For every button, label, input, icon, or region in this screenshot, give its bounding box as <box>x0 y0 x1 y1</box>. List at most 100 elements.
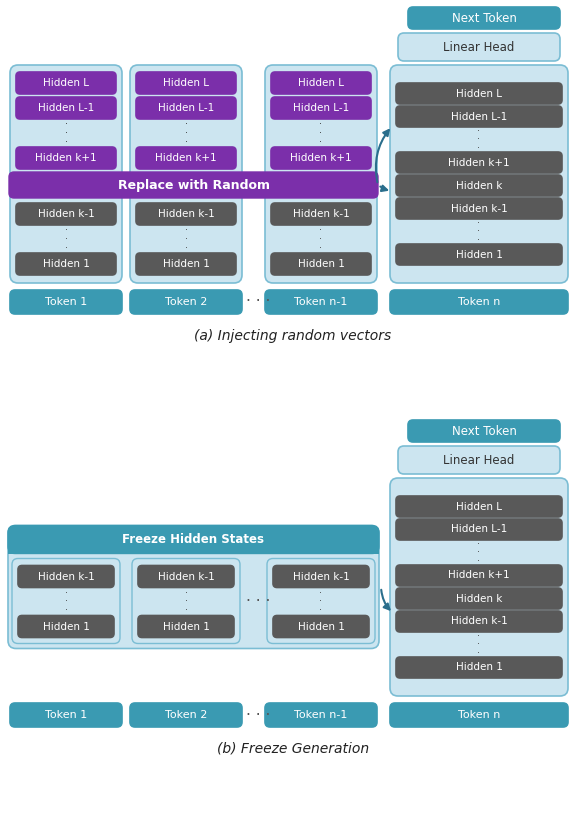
FancyBboxPatch shape <box>138 565 234 588</box>
Text: Hidden k-1: Hidden k-1 <box>38 572 94 582</box>
Text: Hidden k+1: Hidden k+1 <box>448 157 510 167</box>
Text: Hidden k-1: Hidden k-1 <box>451 204 507 213</box>
FancyBboxPatch shape <box>273 565 369 588</box>
Text: ·
·
·: · · · <box>478 218 481 246</box>
FancyBboxPatch shape <box>396 611 562 632</box>
Text: Token n: Token n <box>458 710 500 720</box>
Text: · · ·: · · · <box>246 708 270 723</box>
Text: Hidden k-1: Hidden k-1 <box>451 616 507 626</box>
Text: Hidden k-1: Hidden k-1 <box>158 209 214 219</box>
FancyBboxPatch shape <box>18 616 114 638</box>
Text: (a) Injecting random vectors: (a) Injecting random vectors <box>195 329 391 343</box>
FancyBboxPatch shape <box>396 519 562 540</box>
Text: ·
·
·: · · · <box>64 225 67 253</box>
Text: Hidden k: Hidden k <box>456 593 502 603</box>
FancyBboxPatch shape <box>396 152 562 173</box>
Text: ·
·
·: · · · <box>319 225 322 253</box>
Text: ·
·
·: · · · <box>185 588 188 616</box>
FancyBboxPatch shape <box>396 244 562 265</box>
Text: Hidden 1: Hidden 1 <box>298 259 345 269</box>
Text: ·
·
·: · · · <box>185 225 188 253</box>
Text: Hidden 1: Hidden 1 <box>162 259 209 269</box>
Text: ·
·
·: · · · <box>478 539 481 566</box>
FancyBboxPatch shape <box>271 147 371 169</box>
FancyBboxPatch shape <box>136 147 236 169</box>
FancyBboxPatch shape <box>390 65 568 283</box>
Text: Hidden k-1: Hidden k-1 <box>38 209 94 219</box>
FancyBboxPatch shape <box>16 72 116 94</box>
Text: Hidden L: Hidden L <box>43 78 89 88</box>
FancyBboxPatch shape <box>390 703 568 727</box>
Text: Hidden k-1: Hidden k-1 <box>292 209 349 219</box>
Text: Hidden L-1: Hidden L-1 <box>293 103 349 113</box>
Text: Next Token: Next Token <box>452 12 516 25</box>
FancyBboxPatch shape <box>10 703 122 727</box>
Text: ·
·
·: · · · <box>478 126 481 153</box>
Text: ·
·
·: · · · <box>478 630 481 658</box>
FancyBboxPatch shape <box>396 588 562 609</box>
FancyBboxPatch shape <box>16 147 116 169</box>
Text: Hidden L: Hidden L <box>298 78 344 88</box>
FancyBboxPatch shape <box>138 616 234 638</box>
FancyBboxPatch shape <box>271 203 371 225</box>
FancyBboxPatch shape <box>8 526 379 648</box>
FancyBboxPatch shape <box>408 420 560 442</box>
Text: Hidden k+1: Hidden k+1 <box>35 153 97 163</box>
FancyBboxPatch shape <box>265 703 377 727</box>
FancyBboxPatch shape <box>396 496 562 517</box>
Text: ·
·
·: · · · <box>319 119 322 147</box>
FancyBboxPatch shape <box>136 97 236 119</box>
Text: Hidden 1: Hidden 1 <box>298 621 345 631</box>
FancyBboxPatch shape <box>9 172 378 198</box>
Text: Freeze Hidden States: Freeze Hidden States <box>122 533 264 546</box>
Text: Hidden k+1: Hidden k+1 <box>448 570 510 580</box>
FancyBboxPatch shape <box>16 253 116 275</box>
FancyBboxPatch shape <box>10 290 122 314</box>
Text: Hidden L-1: Hidden L-1 <box>451 111 507 121</box>
FancyBboxPatch shape <box>396 198 562 219</box>
Text: ·
·
·: · · · <box>185 119 188 147</box>
Bar <box>8 540 379 554</box>
Text: Linear Head: Linear Head <box>444 40 515 54</box>
Text: Token 2: Token 2 <box>165 297 207 307</box>
FancyBboxPatch shape <box>398 33 560 61</box>
FancyBboxPatch shape <box>271 97 371 119</box>
Text: Hidden k: Hidden k <box>456 180 502 190</box>
Text: Hidden L-1: Hidden L-1 <box>38 103 94 113</box>
FancyBboxPatch shape <box>398 446 560 474</box>
FancyBboxPatch shape <box>408 7 560 29</box>
FancyBboxPatch shape <box>16 97 116 119</box>
Text: Hidden 1: Hidden 1 <box>455 250 502 260</box>
Text: Hidden 1: Hidden 1 <box>43 259 90 269</box>
FancyBboxPatch shape <box>396 83 562 104</box>
Text: Hidden L: Hidden L <box>456 88 502 99</box>
FancyBboxPatch shape <box>396 657 562 678</box>
Text: Token n: Token n <box>458 297 500 307</box>
Text: Hidden k+1: Hidden k+1 <box>155 153 217 163</box>
FancyBboxPatch shape <box>132 559 240 644</box>
FancyBboxPatch shape <box>396 175 562 196</box>
Text: Hidden k+1: Hidden k+1 <box>290 153 352 163</box>
Text: · · ·: · · · <box>246 294 270 310</box>
Text: Hidden k-1: Hidden k-1 <box>292 572 349 582</box>
FancyBboxPatch shape <box>271 72 371 94</box>
Text: Token n-1: Token n-1 <box>294 710 347 720</box>
FancyBboxPatch shape <box>390 478 568 696</box>
Text: Token 2: Token 2 <box>165 710 207 720</box>
FancyBboxPatch shape <box>267 559 375 644</box>
FancyBboxPatch shape <box>18 565 114 588</box>
FancyBboxPatch shape <box>10 65 122 283</box>
Text: Hidden 1: Hidden 1 <box>43 621 90 631</box>
Text: Token 1: Token 1 <box>45 710 87 720</box>
Text: Hidden 1: Hidden 1 <box>162 621 209 631</box>
Text: · · ·: · · · <box>246 166 270 181</box>
Text: Linear Head: Linear Head <box>444 453 515 466</box>
FancyBboxPatch shape <box>271 253 371 275</box>
Text: Replace with Random: Replace with Random <box>118 179 270 191</box>
FancyBboxPatch shape <box>130 290 242 314</box>
Text: ·
·
·: · · · <box>319 588 322 616</box>
FancyBboxPatch shape <box>8 526 379 554</box>
Text: Hidden 1: Hidden 1 <box>455 662 502 672</box>
FancyBboxPatch shape <box>136 72 236 94</box>
Text: Hidden k-1: Hidden k-1 <box>158 572 214 582</box>
